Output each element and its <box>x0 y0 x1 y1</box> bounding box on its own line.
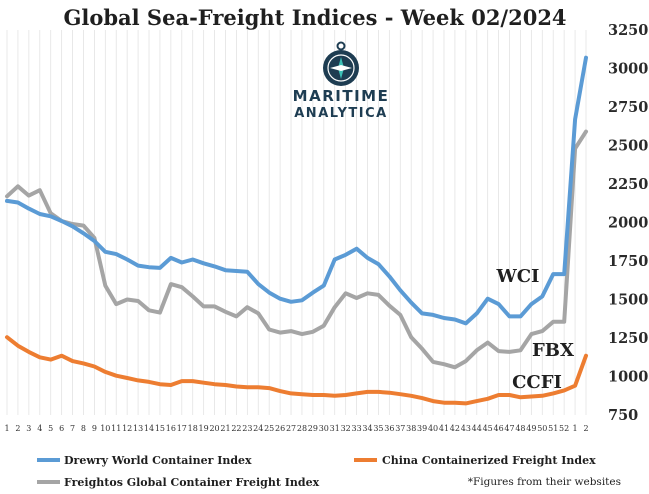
x-tick-label: 47 <box>504 424 514 433</box>
y-tick-label: 3250 <box>608 22 648 39</box>
x-tick-label: 50 <box>537 424 547 433</box>
y-tick-label: 750 <box>608 407 638 424</box>
x-tick-label: 32 <box>341 424 351 433</box>
y-tick-label: 1000 <box>608 369 648 386</box>
x-tick-label: 23 <box>242 424 252 433</box>
x-tick-label: 52 <box>559 424 569 433</box>
y-axis: 750 1000 1250 1500 1750 2000 2250 2500 2750 3000 3… <box>608 22 648 424</box>
x-tick-label: 40 <box>428 424 438 433</box>
y-tick-label: 3000 <box>608 61 648 78</box>
x-tick-label: 2 <box>15 424 20 433</box>
x-tick-label: 25 <box>264 424 274 433</box>
series-group <box>5 55 588 406</box>
x-tick-label: 24 <box>253 424 263 433</box>
legend-label-drewry: Drewry World Container Index <box>64 454 252 467</box>
x-tick-label: 36 <box>384 424 394 433</box>
x-tick-label: 35 <box>373 424 383 433</box>
y-tick-label: 2250 <box>608 176 648 193</box>
x-tick-label: 4 <box>37 424 42 433</box>
x-tick-label: 9 <box>92 424 97 433</box>
x-tick-label: 7 <box>70 424 75 433</box>
x-tick-label: 34 <box>362 424 372 433</box>
x-tick-label: 38 <box>406 424 416 433</box>
x-tick-label: 41 <box>439 424 449 433</box>
annotation-ccfi: CCFI <box>512 372 562 393</box>
x-tick-label: 27 <box>286 424 296 433</box>
x-tick-label: 42 <box>450 424 460 433</box>
y-tick-label: 1500 <box>608 292 648 309</box>
x-tick-label: 12 <box>122 424 132 433</box>
x-tick-label: 8 <box>81 424 86 433</box>
x-tick-label: 28 <box>297 424 307 433</box>
x-axis: 1 2 3 4 5 6 7 8 9 10 11 12 13 14 15 16 17 18 19 20 21 22 23 24 2… <box>4 424 588 433</box>
x-tick-label: 43 <box>461 424 471 433</box>
legend-label-ccfi: China Containerized Freight Index <box>382 454 596 467</box>
x-tick-label: 29 <box>308 424 318 433</box>
x-tick-label: 16 <box>166 424 176 433</box>
x-tick-label: 22 <box>231 424 241 433</box>
x-tick-label: 46 <box>494 424 504 433</box>
x-tick-label: 39 <box>417 424 427 433</box>
x-tick-label: 33 <box>351 424 361 433</box>
series-line-freightos-fbx <box>5 129 588 370</box>
x-tick-label: 44 <box>472 424 482 433</box>
y-tick-label: 2500 <box>608 138 648 155</box>
x-tick-label: 49 <box>526 424 536 433</box>
x-tick-label: 14 <box>144 424 154 433</box>
x-tick-label: 37 <box>395 424 405 433</box>
x-tick-label: 15 <box>155 424 165 433</box>
legend-label-freightos: Freightos Global Container Freight Index <box>64 476 320 489</box>
x-tick-label: 48 <box>515 424 525 433</box>
x-tick-label: 10 <box>100 424 110 433</box>
chart-title: Global Sea-Freight Indices - Week 02/202… <box>63 5 566 30</box>
source-note: *Figures from their websites <box>468 476 621 488</box>
x-tick-label: 20 <box>209 424 219 433</box>
y-tick-label: 1750 <box>608 253 648 270</box>
x-tick-label: 13 <box>133 424 143 433</box>
x-tick-label: 31 <box>330 424 340 433</box>
x-tick-label: 51 <box>548 424 558 433</box>
compass-icon <box>323 41 359 86</box>
x-tick-label: 3 <box>26 424 31 433</box>
x-tick-label: 1 <box>4 424 9 433</box>
annotation-fbx: FBX <box>532 340 574 361</box>
legend: Drewry World Container Index China Conta… <box>37 454 596 489</box>
x-tick-label: 19 <box>199 424 209 433</box>
x-tick-label: 6 <box>59 424 64 433</box>
x-tick-label: 30 <box>319 424 329 433</box>
y-tick-label: 1250 <box>608 330 648 347</box>
x-tick-label: 1 <box>573 424 578 433</box>
logo-line-1: MARITIME <box>293 87 390 105</box>
x-tick-label: 5 <box>48 424 53 433</box>
x-tick-label: 21 <box>220 424 230 433</box>
logo: MARITIME ANALYTICA <box>293 41 390 121</box>
x-tick-label: 26 <box>275 424 285 433</box>
x-tick-label: 45 <box>483 424 493 433</box>
x-tick-label: 18 <box>188 424 198 433</box>
y-tick-label: 2000 <box>608 215 648 232</box>
annotation-wci: WCI <box>496 266 540 287</box>
x-tick-label: 11 <box>111 424 121 433</box>
y-tick-label: 2750 <box>608 99 648 116</box>
series-line-ccfi <box>5 335 588 406</box>
series-line-drewry-wci <box>5 55 588 326</box>
logo-line-2: ANALYTICA <box>294 106 387 121</box>
x-tick-label: 2 <box>583 424 588 433</box>
x-tick-label: 17 <box>177 424 187 433</box>
